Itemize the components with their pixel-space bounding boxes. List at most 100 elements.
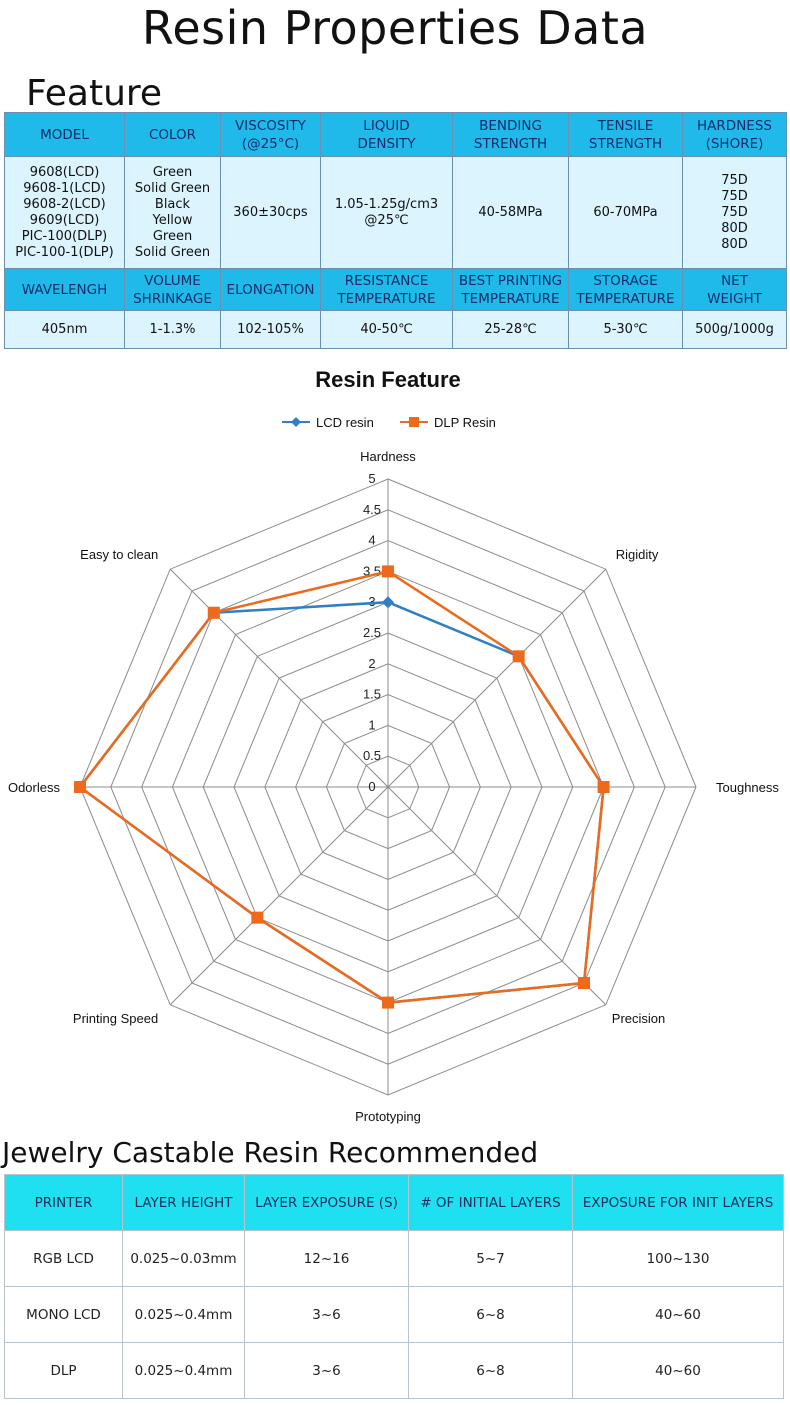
feature-header-cell: BEST PRINTING TEMPERATURE	[452, 268, 569, 311]
axis-label: Hardness	[360, 449, 416, 464]
axis-label: Odorless	[8, 780, 61, 795]
jewelry-cell: 100~130	[572, 1230, 784, 1287]
radar-axis-labels: Hardness Rigidity Toughness Precision Protot…	[8, 449, 779, 1124]
radar-tick-labels: 00.511.522.533.544.55	[363, 471, 381, 794]
feature-header-cell: RESISTANCE TEMPERATURE	[320, 268, 453, 311]
feature-header-cell: HARDNESS (SHORE)	[682, 112, 787, 157]
jewelry-cell: 0.025~0.4mm	[122, 1286, 245, 1343]
data-point	[382, 596, 394, 609]
feature-value-cell: 1.05-1.25g/cm3 @25℃	[320, 156, 453, 269]
page-title: Resin Properties Data	[141, 1, 649, 55]
feature-value-cell: 75D 75D 75D 80D 80D	[682, 156, 787, 269]
feature-header-cell: TENSILE STRENGTH	[568, 112, 683, 157]
jewelry-header-cell: # OF INITIAL LAYERS	[408, 1174, 573, 1231]
jewelry-cell: 5~7	[408, 1230, 573, 1287]
data-point	[382, 996, 394, 1009]
tick-label: 3	[368, 594, 375, 609]
tick-label: 2	[368, 656, 375, 671]
jewelry-cell: 6~8	[408, 1286, 573, 1343]
jewelry-cell: MONO LCD	[4, 1286, 123, 1343]
tick-label: 4.5	[363, 502, 381, 517]
data-point	[382, 565, 394, 578]
feature-value-cell: 25-28℃	[452, 310, 569, 349]
jewelry-cell: 0.025~0.03mm	[122, 1230, 245, 1287]
radar-series	[74, 565, 610, 1009]
jewelry-cell: 3~6	[244, 1342, 409, 1399]
chart-legend: LCD resin DLP Resin	[282, 415, 496, 430]
legend-label-lcd: LCD resin	[316, 415, 374, 430]
axis-label: Prototyping	[355, 1109, 421, 1124]
tick-label: 0.5	[363, 748, 381, 763]
axis-label: Easy to clean	[80, 547, 158, 562]
tick-label: 1	[368, 717, 375, 732]
feature-header-cell: LIQUID DENSITY	[320, 112, 453, 157]
tick-label: 4	[368, 533, 375, 548]
feature-section-title: Feature	[26, 73, 163, 114]
axis-label: Precision	[612, 1011, 665, 1026]
jewelry-header-cell: PRINTER	[4, 1174, 123, 1231]
data-point	[578, 977, 591, 990]
jewelry-cell: 40~60	[572, 1286, 784, 1343]
feature-value-cell: 102-105%	[220, 310, 321, 349]
jewelry-section-title: Jewelry Castable Resin Recommended	[2, 1136, 539, 1169]
legend-marker-lcd	[291, 417, 301, 427]
radar-chart: Resin Feature LCD resin DLP Resin 0 0.5 1 1…	[8, 367, 779, 1124]
feature-value-row-1: 9608(LCD) 9608-1(LCD) 9608-2(LCD) 9609(L…	[4, 156, 787, 269]
feature-value-cell: 500g/1000g	[682, 310, 787, 349]
tick-label: 2.5	[363, 625, 381, 640]
tick-label: 1.5	[363, 687, 381, 702]
feature-header-cell: MODEL	[4, 112, 125, 157]
table-row: MONO LCD 0.025~0.4mm 3~6 6~8 40~60	[4, 1286, 784, 1343]
tick-label: 5	[368, 471, 375, 486]
jewelry-cell: DLP	[4, 1342, 123, 1399]
chart-title: Resin Feature	[315, 367, 461, 392]
feature-value-cell: 405nm	[4, 310, 125, 349]
legend-marker-dlp	[409, 417, 419, 427]
series-line	[78, 600, 605, 1004]
jewelry-header-cell: LAYER HEIGHT	[122, 1174, 245, 1231]
data-point	[207, 606, 220, 619]
table-row: DLP 0.025~0.4mm 3~6 6~8 40~60	[4, 1342, 784, 1399]
feature-header-cell: WAVELENGH	[4, 268, 125, 311]
grid-spoke	[387, 568, 607, 788]
feature-header-cell: ELONGATION	[220, 268, 321, 311]
tick-label: 0	[368, 779, 375, 794]
feature-value-cell: 60-70MPa	[568, 156, 683, 269]
feature-value-cell: 5-30℃	[568, 310, 683, 349]
grid-spoke	[387, 786, 607, 1006]
feature-value-row-2: 405nm 1-1.3% 102-105% 40-50℃ 25-28℃ 5-30…	[4, 310, 787, 349]
series-group	[74, 565, 610, 1009]
grid-spoke	[169, 568, 389, 788]
feature-table: MODEL COLOR VISCOSITY (@25°C) LIQUID DEN…	[4, 112, 787, 349]
feature-header-cell: BENDING STRENGTH	[452, 112, 569, 157]
jewelry-cell: 12~16	[244, 1230, 409, 1287]
axis-label: Toughness	[716, 780, 779, 795]
feature-header-cell: NET WEIGHT	[682, 268, 787, 311]
data-point	[74, 781, 86, 793]
jewelry-cell: RGB LCD	[4, 1230, 123, 1287]
radar-spokes	[80, 479, 696, 1095]
feature-header-cell: COLOR	[124, 112, 221, 157]
legend-label-dlp: DLP Resin	[434, 415, 496, 430]
feature-value-cell: 360±30cps	[220, 156, 321, 269]
axis-label: Printing Speed	[73, 1011, 158, 1026]
feature-header-cell: STORAGE TEMPERATURE	[568, 268, 683, 311]
table-row: RGB LCD 0.025~0.03mm 12~16 5~7 100~130	[4, 1230, 784, 1287]
series-group	[74, 596, 610, 1009]
feature-value-cell: 1-1.3%	[124, 310, 221, 349]
jewelry-table: PRINTER LAYER HEIGHT LAYER EXPOSURE (S) …	[4, 1174, 784, 1399]
jewelry-header-cell: EXPOSURE FOR INIT LAYERS	[572, 1174, 784, 1231]
jewelry-cell: 6~8	[408, 1342, 573, 1399]
data-point	[512, 650, 525, 663]
feature-header-row-2: WAVELENGH VOLUME SHRINKAGE ELONGATION RE…	[4, 268, 787, 311]
data-point	[597, 781, 610, 793]
jewelry-cell: 40~60	[572, 1342, 784, 1399]
jewelry-header-cell: LAYER EXPOSURE (S)	[244, 1174, 409, 1231]
grid-spoke	[169, 786, 389, 1006]
jewelry-cell: 3~6	[244, 1286, 409, 1343]
feature-value-cell: 40-58MPa	[452, 156, 569, 269]
feature-value-cell: 9608(LCD) 9608-1(LCD) 9608-2(LCD) 9609(L…	[4, 156, 125, 269]
feature-header-cell: VISCOSITY (@25°C)	[220, 112, 321, 157]
feature-header-row-1: MODEL COLOR VISCOSITY (@25°C) LIQUID DEN…	[4, 112, 787, 157]
axis-label: Rigidity	[616, 547, 659, 562]
